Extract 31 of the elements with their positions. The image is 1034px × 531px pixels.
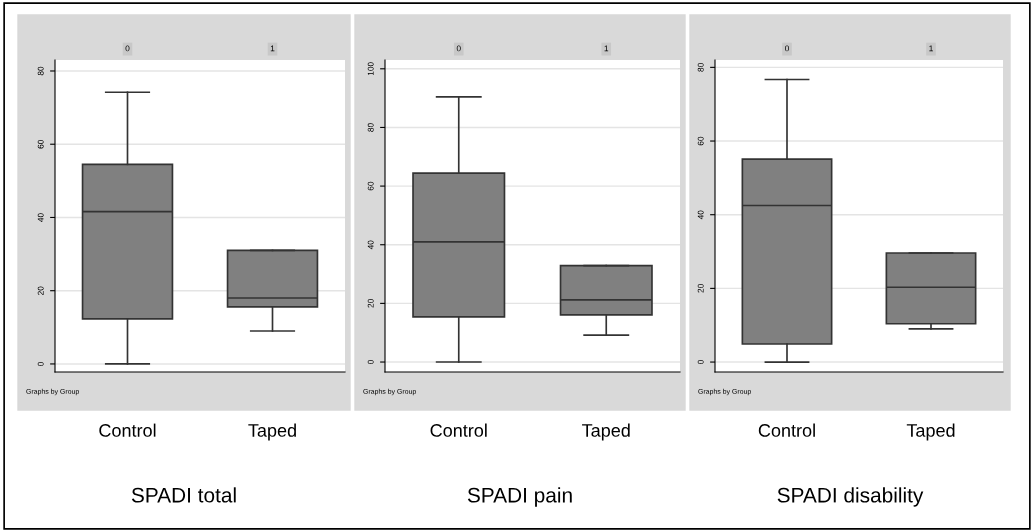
text: SPADI disability xyxy=(777,487,924,507)
y-tick-label: 80 xyxy=(37,66,44,76)
y-tick-label: 60 xyxy=(697,136,704,146)
y-tick-label: 100 xyxy=(367,62,374,76)
text: 0 xyxy=(456,45,461,52)
y-tick-label: 20 xyxy=(697,284,704,293)
x-tick-label: Control xyxy=(758,423,815,437)
text: 0 xyxy=(125,45,130,52)
text: 1 xyxy=(604,45,609,52)
y-tick-label: 40 xyxy=(37,213,44,222)
x-tick-label: Control xyxy=(430,423,487,437)
y-tick-label: 40 xyxy=(367,240,374,250)
x-tick-label: Control xyxy=(99,423,156,437)
y-tick-label: 60 xyxy=(37,139,44,149)
y-tick-label: 20 xyxy=(37,286,44,295)
text: SPADI total xyxy=(131,487,236,503)
x-tick-label: Taped xyxy=(582,423,630,441)
y-tick-label: 0 xyxy=(367,360,374,365)
text: 1 xyxy=(270,45,275,52)
y-tick-label: 0 xyxy=(697,360,704,365)
x-tick-label: Taped xyxy=(906,423,955,441)
text: 0 xyxy=(785,45,789,52)
y-tick-label: 80 xyxy=(697,63,704,72)
y-tick-label: 60 xyxy=(367,181,374,191)
y-tick-label: 0 xyxy=(37,361,44,366)
text: SPADI pain xyxy=(467,487,572,507)
x-tick-label: Taped xyxy=(248,423,296,441)
y-tick-label: 80 xyxy=(367,123,374,132)
y-tick-label: 20 xyxy=(367,299,374,308)
text: 1 xyxy=(929,45,933,52)
y-tick-label: 40 xyxy=(697,210,704,220)
